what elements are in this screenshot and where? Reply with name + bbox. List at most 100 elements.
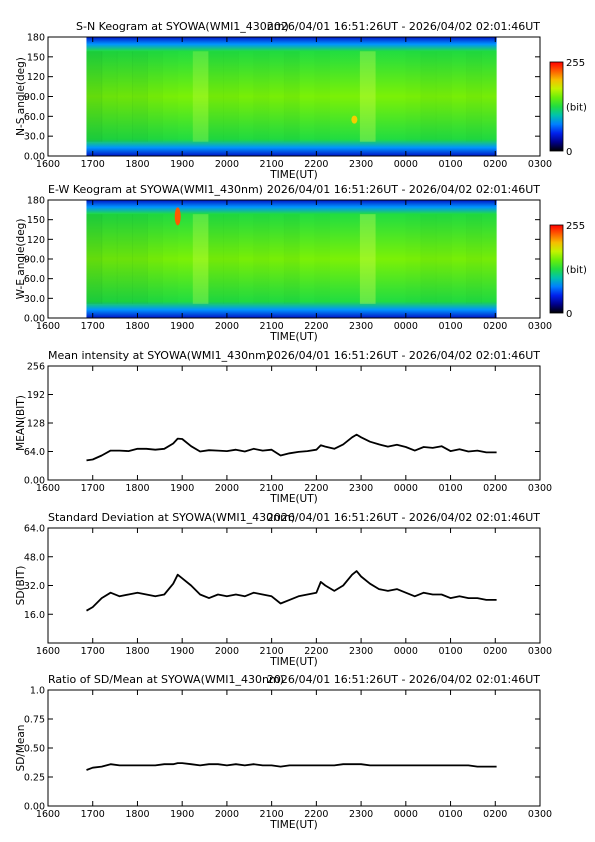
x-tick-label: 0200 <box>483 646 507 657</box>
y-tick-label: 16.0 <box>24 610 45 621</box>
x-tick-label: 0000 <box>394 646 418 657</box>
y-tick-label: 0.50 <box>24 744 45 755</box>
x-tick-label: 1700 <box>81 159 105 170</box>
plot-frame <box>47 689 541 807</box>
chart-panel-3: Mean intensity at SYOWA(WMI1_430nm)2026/… <box>15 349 552 505</box>
x-tick-label: 2300 <box>349 809 373 820</box>
x-tick-label: 1900 <box>170 809 194 820</box>
keogram-stripe <box>116 214 133 304</box>
keogram-stripe <box>207 214 224 304</box>
y-tick-label: 180 <box>27 33 45 44</box>
x-tick-label: 0000 <box>394 321 418 332</box>
y-tick-label: 192 <box>27 390 45 401</box>
x-tick-label: 0300 <box>528 483 552 494</box>
keogram-stripe <box>359 51 376 142</box>
keogram-stripe <box>481 51 498 142</box>
y-tick-label: 0.00 <box>24 476 45 487</box>
keogram-stripe <box>238 214 254 304</box>
x-tick-label: 2200 <box>304 321 328 332</box>
chart-time-range: 2026/04/01 16:51:26UT - 2026/04/02 02:01… <box>267 183 540 196</box>
keogram-stripe <box>132 51 148 142</box>
y-tick-label: 32.0 <box>24 581 45 592</box>
keogram-stripe <box>223 214 239 304</box>
x-tick-label: 0200 <box>483 321 507 332</box>
colorbar-min-label: 0 <box>566 309 572 320</box>
colorbar-max-label: 255 <box>566 221 585 232</box>
x-tick-label: 1600 <box>36 809 60 820</box>
keogram-stripe <box>101 214 118 304</box>
keogram-stripe <box>451 214 467 304</box>
x-tick-label: 2300 <box>349 159 373 170</box>
y-tick-label: 90.0 <box>24 255 45 266</box>
x-tick-label: 2200 <box>304 159 328 170</box>
keogram-stripe <box>86 214 103 304</box>
x-tick-label: 1600 <box>36 483 60 494</box>
keogram-stripe <box>466 51 482 142</box>
x-tick-label: 2000 <box>215 809 239 820</box>
x-tick-label: 2100 <box>260 809 284 820</box>
x-tick-label: 1800 <box>125 646 149 657</box>
keogram-image <box>86 200 497 318</box>
keogram-stripe <box>178 51 194 141</box>
x-tick-label: 2200 <box>304 809 328 820</box>
x-tick-label: 2000 <box>215 321 239 332</box>
keogram-stripe <box>405 51 421 141</box>
keogram-stripe <box>147 214 163 304</box>
x-tick-label: 1900 <box>170 159 194 170</box>
keogram-stripe <box>132 214 148 304</box>
series-line <box>86 570 497 612</box>
chart-title: E-W Keogram at SYOWA(WMI1_430nm) <box>48 183 263 196</box>
y-tick-label: 1.0 <box>30 686 45 697</box>
plot-frame <box>47 527 541 644</box>
x-axis-label: TIME(UT) <box>269 819 318 831</box>
colorbar-max-label: 255 <box>566 58 585 69</box>
y-axis-label: W-E angle(deg) <box>15 219 27 300</box>
series-line <box>86 433 497 462</box>
x-tick-label: 2300 <box>349 321 373 332</box>
series-line <box>86 762 497 771</box>
x-tick-label: 0200 <box>483 809 507 820</box>
x-tick-label: 2300 <box>349 646 373 657</box>
x-tick-label: 0000 <box>394 809 418 820</box>
keogram-stripe <box>375 214 391 304</box>
keogram-stripe <box>345 214 361 304</box>
y-tick-label: 150 <box>27 215 45 226</box>
keogram-stripe <box>420 51 437 142</box>
colorbar <box>549 224 564 314</box>
x-tick-label: 0000 <box>394 483 418 494</box>
chart-time-range: 2026/04/01 16:51:26UT - 2026/04/02 02:01… <box>267 349 540 362</box>
x-tick-label: 0000 <box>394 159 418 170</box>
y-tick-label: 60.0 <box>24 112 45 123</box>
plot-frame <box>47 365 541 481</box>
x-tick-label: 1800 <box>125 483 149 494</box>
y-axis-label: SD/Mean <box>15 725 27 772</box>
keogram-stripe <box>299 214 315 304</box>
y-tick-label: 30.0 <box>24 294 45 305</box>
chart-panel-5: Ratio of SD/Mean at SYOWA(WMI1_430nm)202… <box>15 673 552 831</box>
keogram-stripe <box>116 51 133 142</box>
x-tick-label: 2100 <box>260 483 284 494</box>
keogram-stripe <box>345 51 361 141</box>
y-tick-label: 180 <box>27 196 45 207</box>
x-axis-label: TIME(UT) <box>269 493 318 505</box>
keogram-stripe <box>405 214 421 304</box>
y-axis-label: MEAN(BIT) <box>15 395 27 451</box>
keogram-stripe <box>269 51 285 141</box>
x-tick-label: 2200 <box>304 646 328 657</box>
x-tick-label: 0300 <box>528 646 552 657</box>
y-tick-label: 120 <box>27 235 45 246</box>
y-axis-label: N-S angle(deg) <box>15 57 27 136</box>
colorbar-unit-label: (bit) <box>566 103 587 114</box>
y-tick-label: 60.0 <box>24 274 45 285</box>
keogram-stripe <box>283 51 300 142</box>
x-tick-label: 0200 <box>483 159 507 170</box>
keogram-stripe <box>314 51 330 141</box>
colorbar-unit-label: (bit) <box>566 265 587 276</box>
x-tick-label: 1700 <box>81 321 105 332</box>
x-axis-label: TIME(UT) <box>269 331 318 343</box>
x-tick-label: 1600 <box>36 646 60 657</box>
keogram-stripe <box>253 51 270 142</box>
x-tick-label: 1800 <box>125 809 149 820</box>
keogram-stripe <box>192 214 209 304</box>
keogram-stripe <box>299 51 315 141</box>
